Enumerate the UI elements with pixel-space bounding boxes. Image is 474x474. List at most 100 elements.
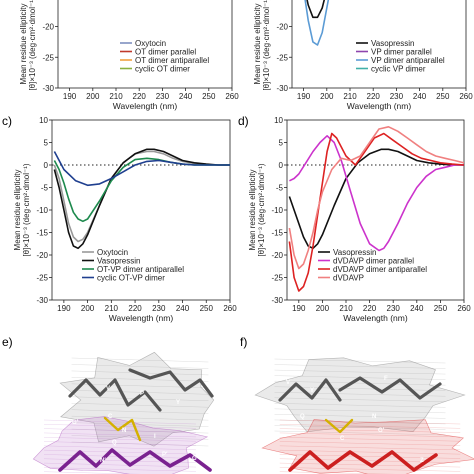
mesh-line — [279, 441, 461, 446]
legend-entry: OT dimer antiparallel — [135, 56, 209, 65]
residue-label: C — [340, 436, 345, 442]
legend-entry: cyclic OT-VP dimer — [97, 274, 165, 283]
residue-label: P′ — [162, 452, 168, 458]
residue-label: N — [122, 428, 126, 434]
residue-label: P — [140, 391, 144, 397]
mesh-line — [279, 458, 461, 463]
mesh-line — [274, 397, 446, 402]
mesh-line — [274, 358, 446, 364]
y-axis-label-line: [θ]×10⁻³ (deg·cm²·dmol⁻¹) — [262, 0, 271, 91]
x-tick-label: 210 — [109, 92, 123, 101]
legend-entry: Vasopressin — [371, 39, 414, 48]
x-tick-label: 240 — [176, 304, 190, 313]
x-tick-label: 210 — [105, 304, 119, 313]
chart-panel-d: d) 190 200 210 220 230 240 250 260 -30 -25 -20 -15 -1… — [238, 114, 471, 323]
mesh-line — [279, 424, 461, 429]
mesh-line — [274, 403, 446, 408]
mesh-line — [43, 437, 197, 442]
legend-entry: Oxytocin — [97, 248, 128, 257]
y-axis-label: Mean residue ellipticity[θ]×10⁻³ (deg·cm… — [13, 163, 31, 256]
molecule-panel-e: e) G′ N P Y V G′ C Q I N′ P′ — [2, 335, 215, 474]
mesh-line — [43, 428, 197, 433]
molecule-bond — [338, 376, 442, 400]
mesh-line — [43, 467, 197, 472]
mesh-line — [71, 364, 209, 369]
y-tick-label: 0 — [44, 161, 49, 170]
mesh-line — [279, 428, 461, 433]
y-tick-label: -30 — [276, 84, 288, 93]
molecule-bond — [58, 448, 212, 472]
y-tick-label: -15 — [36, 229, 48, 238]
mesh-line — [71, 415, 209, 421]
mesh-line — [274, 386, 446, 391]
y-axis-label-line: [θ]×10⁻³ (deg·cm²·dmol⁻¹) — [22, 163, 31, 256]
mesh-line — [71, 428, 209, 434]
y-tick-label: -20 — [271, 251, 283, 260]
mesh-line — [71, 383, 209, 389]
chart-panel-a: a)190200210220230240250260-30-25-20Wavel… — [19, 0, 239, 111]
molecule-bond — [278, 378, 342, 402]
x-tick-label: 250 — [434, 304, 448, 313]
chart-panel-c: c) 190 200 210 220 230 240 250 260 -30 -25 -20 -15 -1… — [2, 114, 237, 323]
mesh-line — [274, 425, 446, 430]
x-tick-label: 220 — [367, 92, 381, 101]
molecule-bond — [128, 368, 214, 398]
x-tick-label: 220 — [128, 304, 142, 313]
mesh-line — [43, 424, 197, 429]
residue-label: Y — [310, 388, 314, 394]
mesh-line — [279, 437, 461, 442]
residue-label: C — [108, 414, 113, 420]
plot-frame — [57, 0, 233, 89]
residue-label: Q — [112, 440, 117, 446]
legend-entry: VP dimer parallel — [371, 48, 432, 57]
y-tick-label: -25 — [42, 53, 54, 62]
legend-entry: VP dimer antiparallel — [371, 56, 445, 65]
x-tick-label: 260 — [457, 304, 471, 313]
y-tick-label: -5 — [41, 184, 49, 193]
mesh-line — [71, 441, 209, 447]
y-tick-label: -20 — [36, 251, 48, 260]
series-line — [306, 0, 326, 19]
x-tick-label: 230 — [156, 92, 170, 101]
x-tick-label: 260 — [459, 92, 473, 101]
x-tick-label: 230 — [152, 304, 166, 313]
legend-entry: OT-VP dimer antiparallel — [97, 265, 184, 274]
y-tick-label: -15 — [271, 229, 283, 238]
mesh-line — [274, 430, 446, 436]
molecule-bond — [288, 450, 438, 472]
series-line — [288, 126, 464, 270]
x-tick-label: 240 — [179, 92, 193, 101]
y-tick-label: 5 — [279, 139, 284, 148]
x-tick-label: 260 — [225, 92, 239, 101]
y-tick-label: -5 — [276, 184, 284, 193]
x-tick-label: 240 — [410, 304, 424, 313]
x-tick-label: 220 — [363, 304, 377, 313]
residue-label: V — [106, 386, 110, 392]
y-axis-label: Mean residue ellipticity[θ]×10⁻³ (deg·cm… — [248, 163, 266, 256]
y-axis-label-line: Mean residue ellipticity — [248, 170, 257, 251]
y-axis-label-line: [θ]×10⁻³ (deg·cm²·dmol⁻¹) — [257, 163, 266, 256]
x-axis-label: Wavelength (nm) — [109, 313, 174, 323]
mesh-line — [274, 414, 446, 419]
y-axis-label-line: Mean residue ellipticity — [13, 170, 22, 251]
y-axis-label: Mean residue ellipticity[θ]×10⁻³ (deg·cm… — [253, 0, 271, 91]
x-tick-label: 220 — [133, 92, 147, 101]
mesh-line — [71, 409, 209, 414]
mesh-line — [71, 403, 209, 408]
x-tick-label: 190 — [292, 304, 306, 313]
y-tick-label: -10 — [36, 206, 48, 215]
molecule-bond — [103, 416, 142, 442]
y-tick-label: -25 — [271, 274, 283, 283]
mesh-line — [279, 419, 461, 425]
x-tick-label: 260 — [223, 304, 237, 313]
plot-frame — [291, 0, 467, 89]
mesh-line — [279, 432, 461, 438]
mesh-line — [71, 396, 209, 401]
residue-label: Y — [176, 400, 180, 406]
mesh-line — [43, 441, 197, 446]
legend-entry: Oxytocin — [135, 39, 166, 48]
mesh-line — [274, 380, 446, 386]
y-tick-label: 5 — [44, 139, 49, 148]
x-axis-label: Wavelength (nm) — [343, 313, 408, 323]
